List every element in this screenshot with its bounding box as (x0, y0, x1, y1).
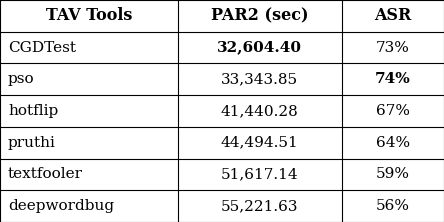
Text: 74%: 74% (375, 72, 411, 86)
Text: deepwordbug: deepwordbug (8, 199, 114, 213)
Text: 41,440.28: 41,440.28 (221, 104, 299, 118)
Text: 44,494.51: 44,494.51 (221, 136, 299, 150)
Text: 64%: 64% (376, 136, 410, 150)
Text: 55,221.63: 55,221.63 (221, 199, 298, 213)
Text: PAR2 (sec): PAR2 (sec) (211, 7, 309, 24)
Text: TAV Tools: TAV Tools (46, 7, 132, 24)
Text: pruthi: pruthi (8, 136, 56, 150)
Text: 33,343.85: 33,343.85 (221, 72, 298, 86)
Text: 56%: 56% (376, 199, 410, 213)
Text: 51,617.14: 51,617.14 (221, 167, 298, 181)
Text: pso: pso (8, 72, 35, 86)
Text: 73%: 73% (376, 41, 410, 55)
Text: CGDTest: CGDTest (8, 41, 76, 55)
Text: 67%: 67% (376, 104, 410, 118)
Text: 59%: 59% (376, 167, 410, 181)
Text: ASR: ASR (374, 7, 412, 24)
Text: hotflip: hotflip (8, 104, 58, 118)
Text: textfooler: textfooler (8, 167, 83, 181)
Text: 32,604.40: 32,604.40 (217, 41, 302, 55)
